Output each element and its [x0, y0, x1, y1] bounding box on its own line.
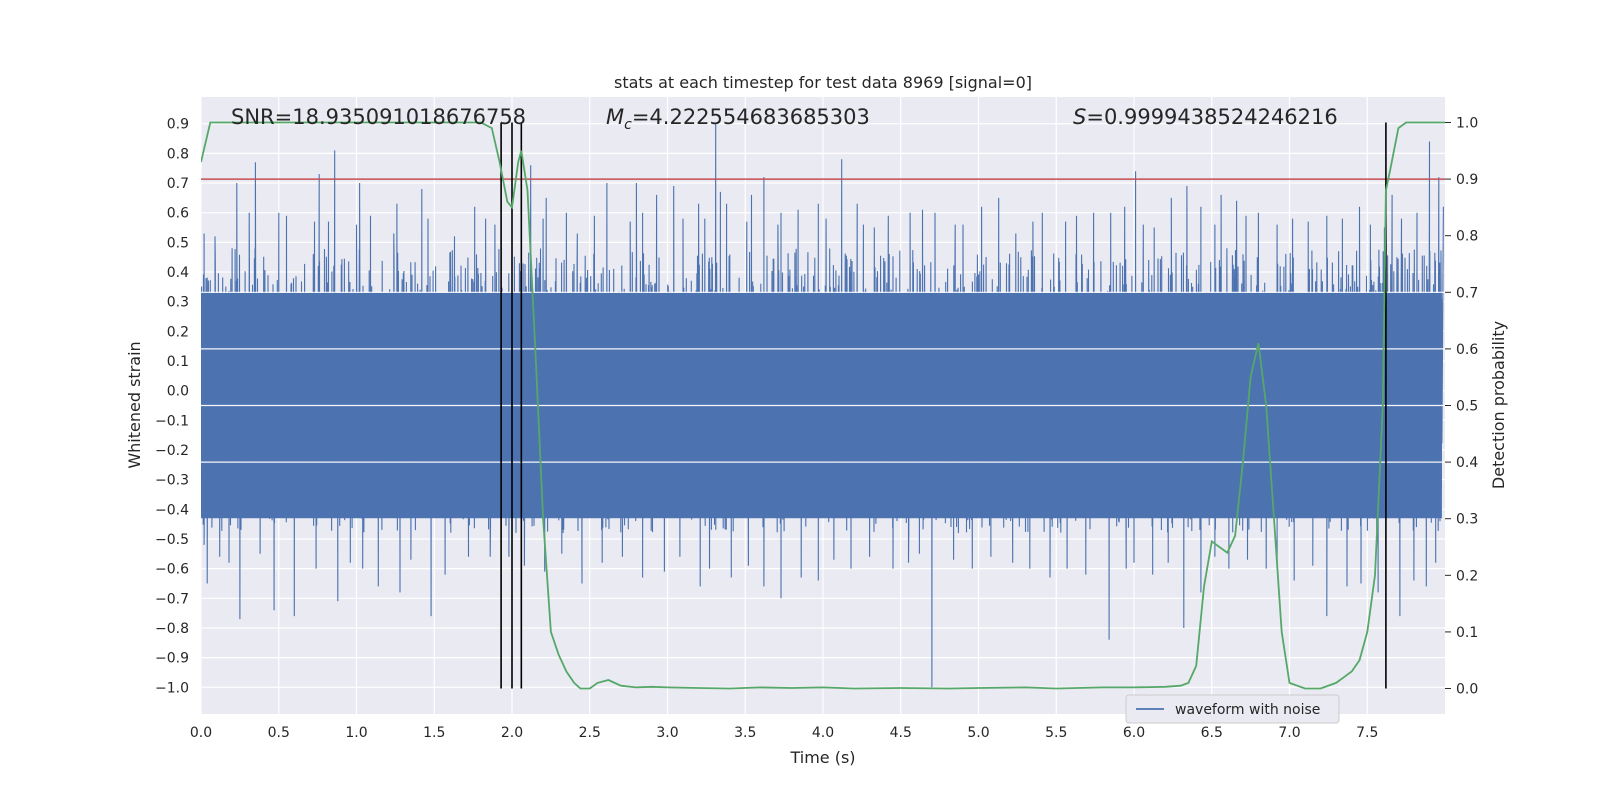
x-tick-label: 7.0 [1278, 725, 1300, 741]
y-left-axis-label: Whitened strain [125, 341, 144, 468]
legend: waveform with noise [1125, 694, 1340, 724]
y-left-tick-label: −0.8 [155, 621, 189, 637]
y-right-tick-label: 0.0 [1456, 682, 1478, 698]
probability-line [201, 121, 1445, 690]
y-left-axis-ticks: 0.9 0.8 0.7 0.6 0.5 0.4 0.3 0.2 0.1 0.0 −0.1 −0.2 −0… [155, 117, 189, 697]
y-right-tick-label: 1.0 [1456, 115, 1478, 131]
legend-label: waveform with noise [1175, 702, 1320, 718]
y-left-tick-label: 0.8 [167, 146, 189, 162]
y-left-tick-label: 0.6 [167, 206, 189, 222]
y-left-tick-label: −0.4 [155, 502, 189, 518]
y-left-tick-label: −1.0 [155, 680, 189, 696]
x-tick-label: 5.5 [1045, 725, 1067, 741]
y-right-axis-ticks: 1.0 0.9 0.8 0.7 0.6 0.5 0.4 0.3 0.2 0.1 0.0 [1445, 115, 1478, 698]
x-tick-label: 6.0 [1123, 725, 1145, 741]
x-tick-label: 5.0 [967, 725, 989, 741]
y-left-tick-label: 0.2 [167, 324, 189, 340]
x-tick-label: 1.5 [423, 725, 445, 741]
waveform-line [201, 123, 1444, 688]
x-tick-label: 0.5 [268, 725, 290, 741]
waveform-series [201, 123, 1445, 688]
chart-title: stats at each timestep for test data 896… [614, 73, 1032, 92]
y-left-tick-label: −0.2 [155, 443, 189, 459]
y-right-tick-label: 0.6 [1456, 342, 1478, 358]
x-tick-label: 3.0 [656, 725, 678, 741]
x-tick-label: 2.0 [501, 725, 523, 741]
y-left-tick-label: 0.0 [167, 384, 189, 400]
legend-box [1125, 694, 1340, 724]
y-left-tick-label: 0.4 [167, 265, 189, 281]
y-right-tick-label: 0.2 [1456, 568, 1478, 584]
probability-series [201, 121, 1445, 690]
y-left-tick-label: 0.3 [167, 295, 189, 311]
y-right-tick-label: 0.4 [1456, 455, 1478, 471]
x-tick-label: 0.0 [190, 725, 212, 741]
x-tick-label: 6.5 [1201, 725, 1223, 741]
y-left-tick-label: 0.7 [167, 176, 189, 192]
snr-annotation: SNR=18.935091018676758 [231, 105, 526, 129]
y-left-tick-label: −0.5 [155, 532, 189, 548]
x-tick-label: 1.0 [345, 725, 367, 741]
y-right-tick-label: 0.3 [1456, 512, 1478, 528]
x-tick-label: 2.5 [579, 725, 601, 741]
x-tick-label: 4.5 [890, 725, 912, 741]
chirp-mass-symbol: M [606, 105, 624, 129]
y-left-tick-label: −0.3 [155, 473, 189, 489]
y-left-tick-label: −0.6 [155, 562, 189, 578]
chirp-mass-value: =4.222554683685303 [632, 105, 870, 129]
y-left-tick-label: −0.1 [155, 413, 189, 429]
chirp-mass-annotation: Mc=4.222554683685303 [606, 105, 870, 133]
score-symbol: S [1073, 105, 1086, 129]
y-left-tick-label: −0.7 [155, 591, 189, 607]
chirp-mass-subscript: c [624, 117, 632, 133]
y-right-tick-label: 0.9 [1456, 172, 1478, 188]
x-axis-ticks: 0.0 0.5 1.0 1.5 2.0 2.5 3.0 3.5 4.0 4.5 5.0 5.5 6.0 6… [190, 725, 1379, 741]
x-axis-label: Time (s) [789, 748, 855, 767]
y-right-tick-label: 0.1 [1456, 625, 1478, 641]
score-annotation: S=0.9999438524246216 [1073, 105, 1338, 129]
y-left-tick-label: −0.9 [155, 651, 189, 667]
y-right-tick-label: 0.8 [1456, 229, 1478, 245]
x-tick-label: 4.0 [812, 725, 834, 741]
y-left-tick-label: 0.5 [167, 235, 189, 251]
y-left-tick-label: 0.9 [167, 117, 189, 133]
y-right-tick-label: 0.5 [1456, 399, 1478, 415]
x-tick-label: 3.5 [734, 725, 756, 741]
y-left-tick-label: 0.1 [167, 354, 189, 370]
y-right-axis-label: Detection probability [1489, 321, 1508, 489]
score-value: =0.9999438524246216 [1086, 105, 1337, 129]
y-right-tick-label: 0.7 [1456, 285, 1478, 301]
x-tick-label: 7.5 [1356, 725, 1378, 741]
